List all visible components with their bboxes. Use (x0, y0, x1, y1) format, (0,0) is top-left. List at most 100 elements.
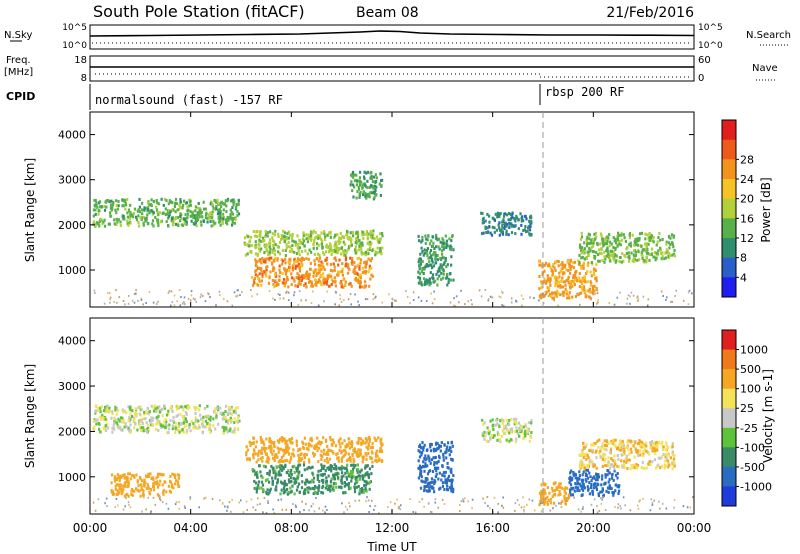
noise-cell (310, 505, 313, 508)
noise-cell (464, 497, 466, 500)
power-cell (588, 287, 591, 291)
noise-cell (614, 505, 616, 508)
power-cell (588, 246, 591, 250)
velocity-cell (445, 481, 448, 485)
power-cell (215, 207, 218, 211)
power-cell (335, 258, 338, 262)
power-cell (368, 240, 371, 244)
power-cell (195, 224, 198, 228)
velocity-cell (207, 415, 210, 419)
velocity-cell (590, 479, 593, 483)
power-cell (597, 253, 600, 257)
power-cell (505, 222, 509, 226)
noise-cell (97, 498, 100, 501)
power-cell (188, 204, 191, 208)
velocity-cell (266, 472, 269, 475)
velocity-cell (305, 447, 309, 451)
power-cell (629, 241, 632, 245)
power-cell (439, 240, 442, 244)
power-cell (179, 198, 182, 202)
velocity-cell (363, 484, 366, 487)
velocity-cell (287, 469, 290, 473)
power-cell (646, 247, 649, 251)
power-cell (305, 274, 308, 278)
velocity-cell (326, 460, 329, 464)
velocity-cell (316, 486, 319, 490)
velocity-cell (350, 463, 353, 467)
power-cell (571, 295, 574, 299)
power-cell (627, 255, 630, 259)
power-cell (323, 230, 326, 233)
velocity-cell (157, 429, 160, 432)
noise-cell (405, 290, 407, 293)
power-cell (610, 254, 613, 258)
colorbar-swatch (722, 466, 736, 487)
power-cell (557, 292, 560, 296)
power-cell (179, 215, 182, 218)
velocity-cell (434, 475, 437, 479)
velocity-cell (138, 412, 141, 416)
velocity-cell (279, 492, 282, 496)
power-cell (231, 198, 234, 202)
noise-cell (297, 303, 300, 306)
velocity-cell (637, 441, 641, 445)
noise-cell (116, 301, 118, 304)
velocity-cell (647, 462, 650, 466)
velocity-cell (370, 446, 373, 450)
velocity-cell (601, 455, 604, 459)
velocity-cell (445, 456, 448, 460)
velocity-cell (557, 493, 560, 497)
power-cell (421, 235, 424, 239)
velocity-cell (424, 454, 427, 458)
velocity-cell (368, 438, 371, 441)
power-cell (322, 276, 325, 280)
velocity-cell (154, 404, 157, 408)
power-cell (421, 238, 424, 242)
noise-cell (122, 300, 125, 302)
velocity-cell (364, 487, 367, 490)
velocity-cell (613, 469, 616, 473)
power-cell (350, 284, 353, 288)
power-cell (268, 245, 271, 249)
velocity-cell (162, 489, 165, 492)
velocity-cell (137, 405, 140, 409)
velocity-cell (653, 458, 656, 462)
power-cell (598, 259, 601, 263)
power-cell (330, 274, 333, 278)
freq-tick-top: 18 (74, 55, 87, 66)
velocity-cell (140, 488, 143, 492)
velocity-cell (114, 408, 117, 412)
power-cell (521, 215, 524, 219)
power-cell (568, 291, 571, 295)
power-cell (510, 222, 513, 226)
colorbar-tick-label: -500 (740, 461, 765, 474)
velocity-cell (270, 446, 273, 450)
velocity-cell (321, 491, 325, 495)
power-cell (600, 234, 603, 238)
power-cell (366, 236, 369, 240)
velocity-cell (112, 422, 116, 426)
power-cell (254, 273, 257, 277)
power-cell (553, 266, 556, 270)
power-cell (596, 241, 599, 245)
power-cell (268, 258, 271, 262)
power-cell (274, 229, 277, 233)
power-cell (142, 221, 145, 225)
noise-cell (174, 503, 177, 506)
power-cell (629, 244, 632, 248)
colorbar-tick-label: 8 (740, 252, 747, 265)
power-cell (499, 212, 502, 215)
power-cell (529, 214, 532, 218)
velocity-cell (592, 464, 595, 468)
noise-cell (467, 300, 470, 303)
velocity-cell (132, 489, 135, 493)
velocity-cell (308, 443, 311, 447)
velocity-cell (645, 444, 648, 448)
power-cell (334, 284, 337, 288)
velocity-cell (149, 472, 152, 476)
power-cell (119, 224, 122, 227)
power-cell (369, 277, 372, 281)
power-cell (334, 234, 337, 238)
power-cell (174, 222, 178, 226)
noise-cell (653, 499, 656, 502)
